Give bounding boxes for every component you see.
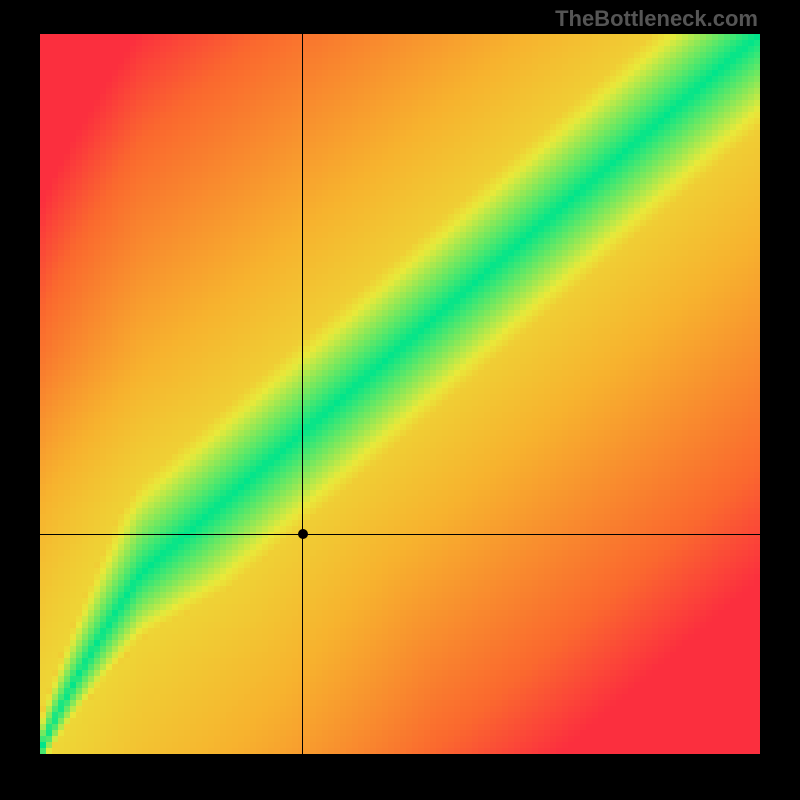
crosshair-vertical [302,34,303,754]
watermark-text: TheBottleneck.com [555,6,758,32]
data-point-marker [298,529,308,539]
heatmap-canvas [40,34,760,754]
crosshair-horizontal [40,534,760,535]
heatmap-plot [40,34,760,754]
